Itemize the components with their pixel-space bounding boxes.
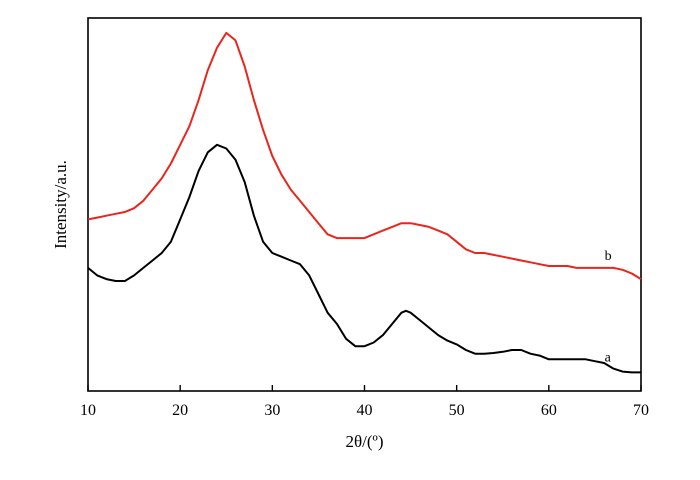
series-layer [87,31,642,374]
plot-area [87,17,642,392]
series-labels: ab [605,249,612,366]
x-tick-label: 30 [264,402,280,419]
series-label-b: b [605,249,612,264]
x-tick-label: 70 [633,402,649,419]
x-tick-label: 60 [541,402,557,419]
series-line-a [87,143,641,374]
x-tick-label: 10 [80,402,96,419]
x-tick-label: 20 [172,402,188,419]
x-axis-ticks: 10 20 30 40 50 60 70 [80,385,649,419]
x-axis-title: 2θ/(º) [346,432,384,451]
x-tick-label: 40 [357,402,373,419]
x-tick-label: 50 [449,402,465,419]
y-axis-title: Intensity/a.u. [51,160,70,249]
series-line-b [87,31,642,280]
plot-frame [87,17,642,392]
series-label-a: a [605,351,612,366]
